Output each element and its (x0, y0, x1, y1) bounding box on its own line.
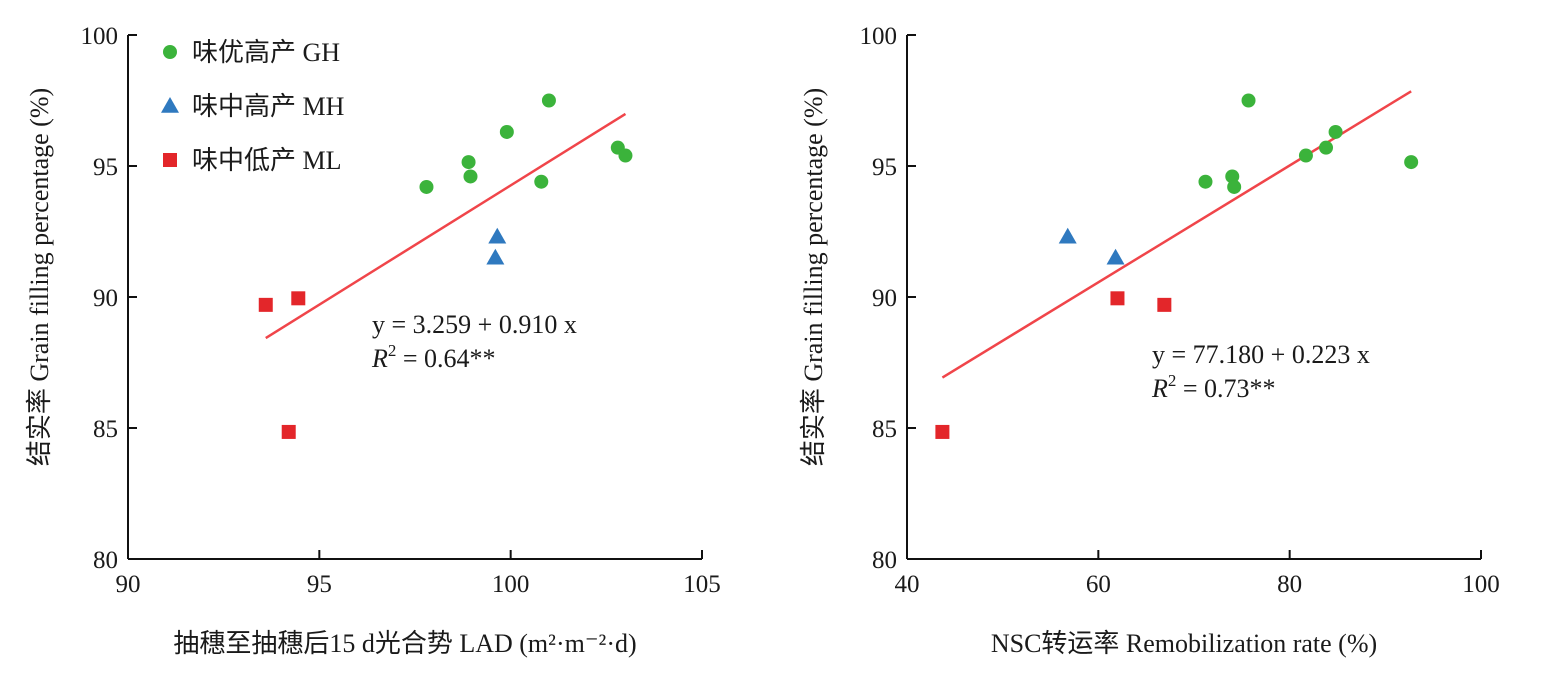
legend-label: 味中高产 MH (192, 92, 345, 121)
chart-2: 80 85 90 95 100 40 60 80 100 NSC转运率 Remobilizatio… (799, 23, 1500, 658)
x-tick-label: 95 (307, 571, 332, 598)
data-point-square (1157, 297, 1172, 312)
y-tick-label: 95 (872, 154, 897, 181)
y-tick-label: 95 (93, 154, 118, 181)
x-tick-label: 100 (492, 571, 530, 598)
legend-label: 味优高产 GH (192, 38, 340, 67)
y-tick-label: 100 (860, 23, 898, 50)
regression-line (941, 90, 1412, 379)
data-point-circle (419, 179, 434, 194)
triangle-icon (161, 97, 179, 113)
y-tick-label: 85 (93, 416, 118, 443)
data-point-square (1110, 291, 1125, 306)
data-point-circle (534, 174, 549, 189)
data-point-circle (1404, 155, 1419, 170)
regression-line (265, 112, 627, 340)
square-icon (163, 153, 177, 167)
data-point-triangle (488, 227, 507, 244)
regression-equation: y = 3.259 + 0.910 x (372, 310, 577, 339)
y-tick-label: 100 (81, 23, 119, 50)
data-point-circle (1241, 93, 1256, 108)
regression-equation: y = 77.180 + 0.223 x (1152, 340, 1370, 369)
data-point-square (935, 424, 950, 439)
y-tick-label: 85 (872, 416, 897, 443)
data-point-triangle (1106, 248, 1125, 265)
data-point-circle (1319, 140, 1334, 155)
legend: 味优高产 GH 味中高产 MH 味中低产 ML (161, 38, 345, 175)
data-point-square (281, 424, 296, 439)
data-point-circle (499, 124, 514, 139)
data-point-square (258, 297, 273, 312)
y-axis-label: 结实率 Grain filling percentage (%) (25, 88, 54, 466)
x-tick-label: 90 (116, 571, 141, 598)
x-axis-label: 抽穗至抽穗后15 d光合势 LAD (m²·m⁻²·d) (173, 629, 636, 658)
x-tick-label: 60 (1086, 571, 1111, 598)
data-point-square (291, 291, 306, 306)
legend-label: 味中低产 ML (192, 146, 342, 175)
data-point-circle (1198, 174, 1213, 189)
data-point-circle (541, 93, 556, 108)
circle-icon (163, 45, 177, 59)
data-point-circle (1225, 169, 1240, 184)
r-squared-annotation: R2 = 0.73** (1151, 371, 1276, 403)
y-tick-label: 90 (872, 285, 897, 312)
x-axis-label: NSC转运率 Remobilization rate (%) (991, 629, 1377, 658)
x-tick-label: 105 (683, 571, 721, 598)
x-tick-label: 80 (1277, 571, 1302, 598)
x-tick-label: 100 (1462, 571, 1500, 598)
data-point-circle (1227, 179, 1242, 194)
x-tick-label: 40 (895, 571, 920, 598)
data-point-circle (1328, 124, 1343, 139)
data-point-circle (463, 169, 478, 184)
y-axis-label: 结实率 Grain filling percentage (%) (799, 88, 828, 466)
r-squared-annotation: R2 = 0.64** (371, 341, 496, 373)
y-tick-label: 90 (93, 285, 118, 312)
data-point-triangle (1058, 227, 1077, 244)
data-point-circle (618, 148, 633, 163)
data-point-circle (461, 155, 476, 170)
y-tick-label: 80 (93, 547, 118, 574)
y-tick-label: 80 (872, 547, 897, 574)
data-point-circle (1298, 148, 1313, 163)
chart-1: 80 85 90 95 100 90 95 100 105 抽穗至抽穗后15 d光合势 LAD (… (25, 23, 721, 658)
data-point-triangle (486, 248, 505, 265)
